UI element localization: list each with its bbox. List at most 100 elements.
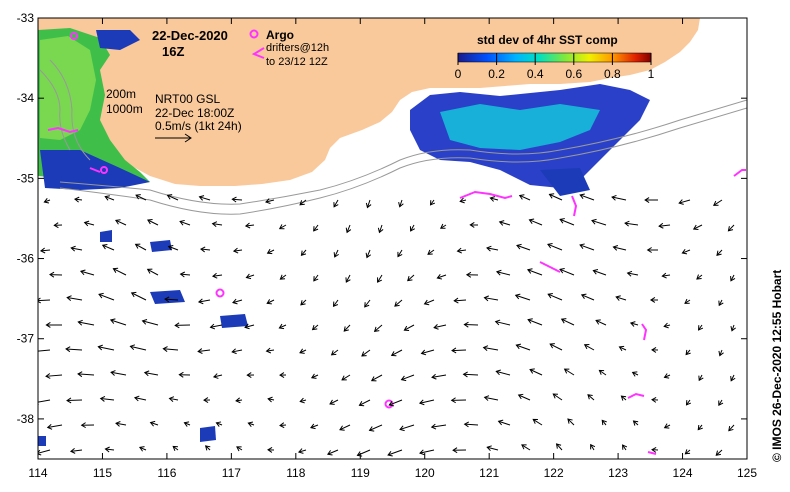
current-vector <box>410 224 415 232</box>
argo-float-marker <box>215 288 225 298</box>
current-vector-head <box>197 298 204 305</box>
current-vector-head <box>403 325 410 331</box>
current-vector <box>180 273 191 276</box>
current-vector-head <box>215 421 222 427</box>
current-vector <box>399 424 415 430</box>
current-vector-head <box>560 318 567 324</box>
current-vector-head <box>278 323 285 330</box>
x-tick-label: 115 <box>93 466 112 480</box>
current-vector-head <box>567 418 573 424</box>
current-vector <box>147 268 159 276</box>
current-vector <box>718 299 723 306</box>
current-vector <box>66 348 83 351</box>
product-name: NRT00 GSL <box>155 92 220 106</box>
current-vector-head <box>658 222 664 229</box>
current-vector-head <box>622 444 628 450</box>
current-vector <box>397 249 403 257</box>
current-vector-head <box>212 373 219 379</box>
current-vector <box>590 444 595 451</box>
current-vector-head <box>133 395 140 402</box>
current-vector <box>266 349 275 352</box>
current-vector-head <box>615 295 621 301</box>
current-vector-head <box>716 250 722 256</box>
current-vector-head <box>98 292 104 299</box>
current-vector-head <box>618 345 625 352</box>
current-vector <box>70 449 83 452</box>
current-vector <box>686 399 691 406</box>
current-vector <box>587 394 595 401</box>
current-vector <box>518 394 531 401</box>
current-vector-head <box>267 396 273 403</box>
current-vector-head <box>681 248 688 255</box>
current-vector <box>232 349 243 353</box>
current-vector <box>100 398 115 401</box>
current-vector <box>246 274 255 279</box>
current-vector-head <box>730 326 736 332</box>
current-vector-head <box>433 323 439 330</box>
y-axis: -33 -34 -35 -36 -37 -38 <box>17 11 747 426</box>
current-vector <box>599 369 607 376</box>
current-vector <box>168 245 179 251</box>
current-vector <box>561 318 575 326</box>
current-vector-head <box>134 243 141 249</box>
current-vector-head <box>592 269 599 275</box>
current-vector-head <box>730 375 736 382</box>
current-vector <box>150 422 159 426</box>
current-vector-head <box>715 450 721 456</box>
current-vector <box>313 274 319 282</box>
current-vector <box>374 324 383 332</box>
current-vector <box>431 424 447 428</box>
current-vector-head <box>626 270 633 277</box>
current-vector <box>312 324 319 330</box>
current-vector <box>419 449 435 454</box>
current-vector <box>164 298 179 301</box>
current-vector <box>713 199 723 206</box>
current-vector <box>139 446 147 451</box>
current-vector <box>499 221 511 226</box>
current-vector-head <box>104 446 110 453</box>
current-vector <box>38 449 51 454</box>
current-vector-head <box>297 448 304 454</box>
current-vector-head <box>397 251 403 258</box>
current-vector-head <box>727 226 734 232</box>
current-vector-head <box>644 197 650 203</box>
current-vector-head <box>601 419 607 426</box>
current-vector-head <box>99 396 106 402</box>
current-vector <box>527 269 543 276</box>
current-vector <box>47 424 63 429</box>
current-vector <box>431 374 447 378</box>
current-vector-head <box>418 399 425 406</box>
current-vector <box>331 349 339 356</box>
current-vector-head <box>77 319 83 326</box>
current-vector-head <box>580 293 587 299</box>
current-vector-head <box>358 401 365 407</box>
current-vector <box>135 194 147 201</box>
current-vector <box>682 249 691 254</box>
current-vector-head <box>83 220 90 227</box>
current-vector-head <box>244 222 251 229</box>
current-vector-head <box>232 247 239 254</box>
current-vector <box>664 374 671 378</box>
current-vector-head <box>482 345 489 352</box>
y-tick-label: -38 <box>17 412 35 426</box>
current-vector <box>364 299 371 308</box>
current-vector <box>115 219 127 226</box>
current-vector-head <box>370 376 377 382</box>
current-vector <box>329 399 339 405</box>
current-vector-head <box>651 396 657 403</box>
current-vector <box>664 424 671 429</box>
argo-float-marker <box>100 166 108 174</box>
current-vector-head <box>559 268 565 274</box>
current-vector-head <box>236 446 242 452</box>
current-vector <box>547 243 563 251</box>
drifter-legend-icon <box>251 47 265 59</box>
current-vector-head <box>209 323 216 330</box>
current-vector-head <box>164 296 170 303</box>
current-vector-head <box>451 347 457 354</box>
current-vector-head <box>66 397 72 404</box>
current-vector <box>659 224 671 227</box>
current-vector-head <box>631 371 638 377</box>
current-vector-head <box>79 269 86 276</box>
current-vector <box>407 274 415 282</box>
